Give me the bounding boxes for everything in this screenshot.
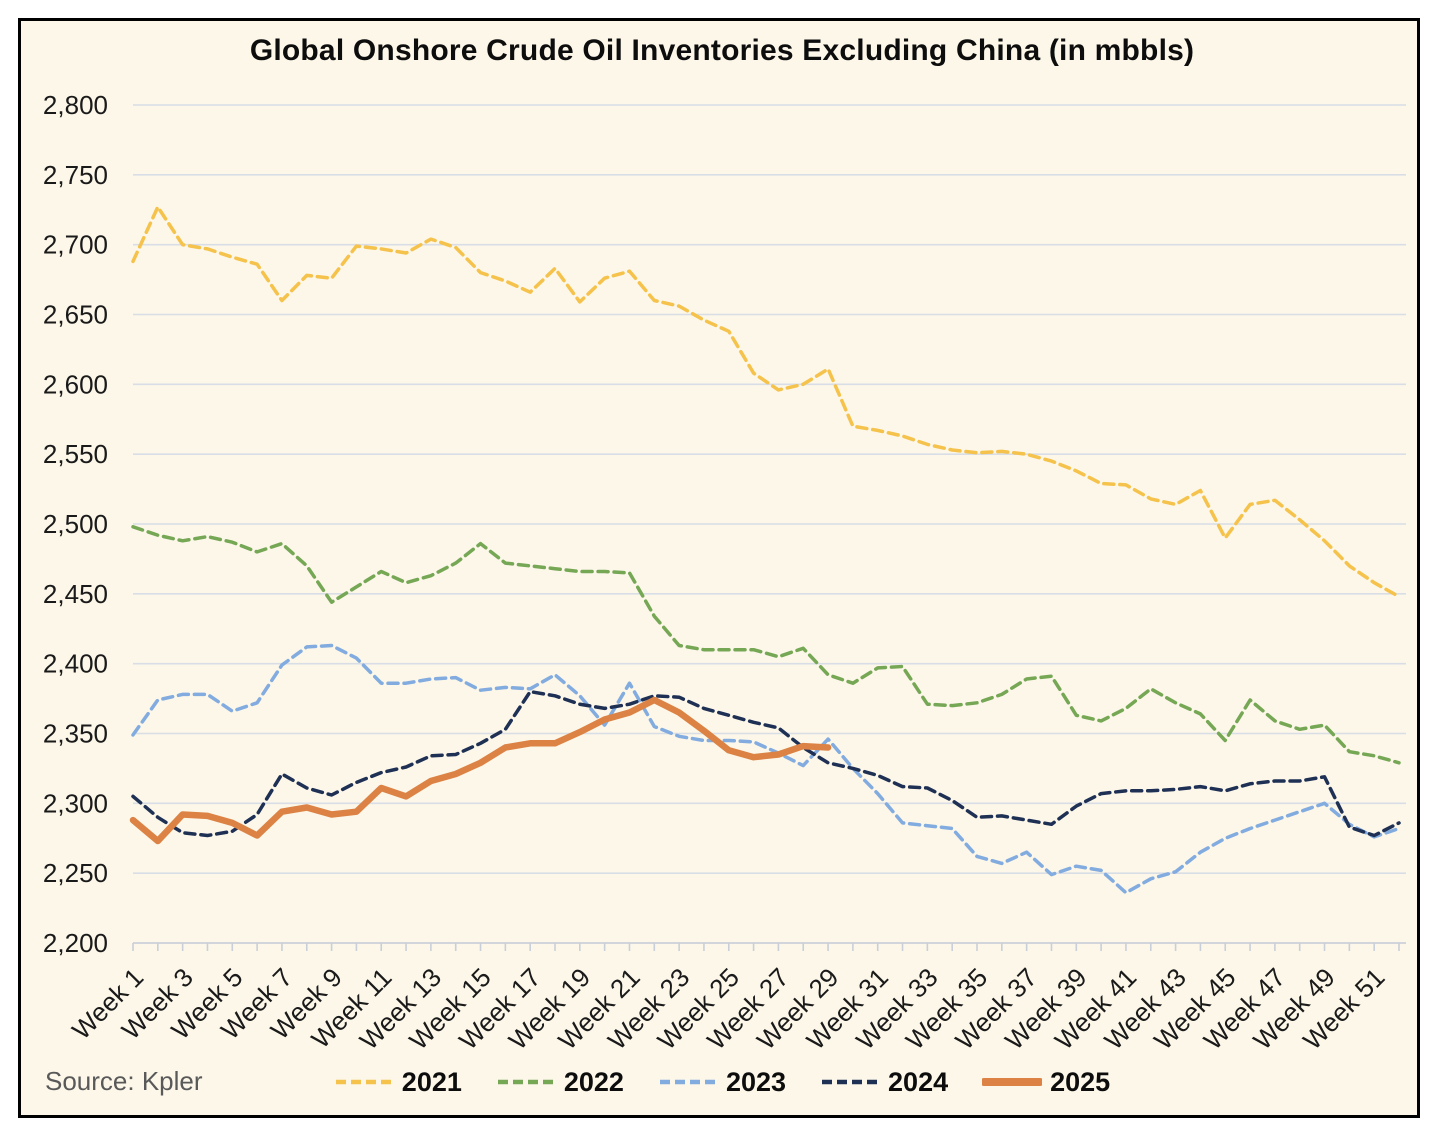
y-tick-label: 2,300	[43, 788, 108, 818]
legend-swatch-2024	[822, 1079, 879, 1085]
y-tick-label: 2,400	[43, 649, 108, 679]
source-note: Source: Kpler	[45, 1066, 203, 1096]
series-line-2025	[129, 696, 832, 845]
legend-item-2022: 2022	[496, 1067, 624, 1098]
legend-label-2024: 2024	[888, 1066, 949, 1097]
y-tick-label: 2,600	[43, 369, 108, 399]
legend-swatch-2021	[335, 1079, 392, 1085]
series-line-2022	[131, 525, 1401, 765]
chart-title: Global Onshore Crude Oil Inventories Exc…	[249, 34, 1195, 67]
legend-item-2023: 2023	[658, 1067, 786, 1098]
y-tick-label: 2,700	[43, 230, 108, 260]
legend-swatch-2023	[659, 1079, 716, 1085]
y-tick-label: 2,550	[43, 439, 108, 469]
legend-swatch-2025	[982, 1078, 1043, 1086]
series-line-2024	[131, 689, 1401, 838]
legend-label-2023: 2023	[725, 1066, 787, 1097]
y-tick-label: 2,800	[43, 90, 108, 120]
series-line-2023	[131, 643, 1401, 895]
y-tick-label: 2,500	[43, 509, 108, 539]
legend-swatch-2022	[497, 1079, 554, 1085]
y-tick-label: 2,200	[43, 928, 108, 958]
legend-label-2022: 2022	[563, 1066, 624, 1097]
legend-item-2025: 2025	[982, 1067, 1110, 1098]
y-tick-label: 2,250	[43, 858, 108, 888]
series-line-2021	[131, 205, 1401, 599]
legend-item-2021: 2021	[334, 1067, 462, 1098]
y-tick-label: 2,650	[43, 300, 108, 330]
chart-frame	[18, 18, 1420, 1118]
y-tick-label: 2,750	[43, 160, 108, 190]
y-tick-label: 2,350	[43, 719, 108, 749]
legend-label-2025: 2025	[1050, 1066, 1111, 1097]
legend-label-2021: 2021	[401, 1066, 462, 1097]
chart-legend: 2021 2022 2023 2024 2025	[0, 1060, 1444, 1104]
y-tick-label: 2,450	[43, 579, 108, 609]
legend-item-2024: 2024	[820, 1067, 948, 1098]
